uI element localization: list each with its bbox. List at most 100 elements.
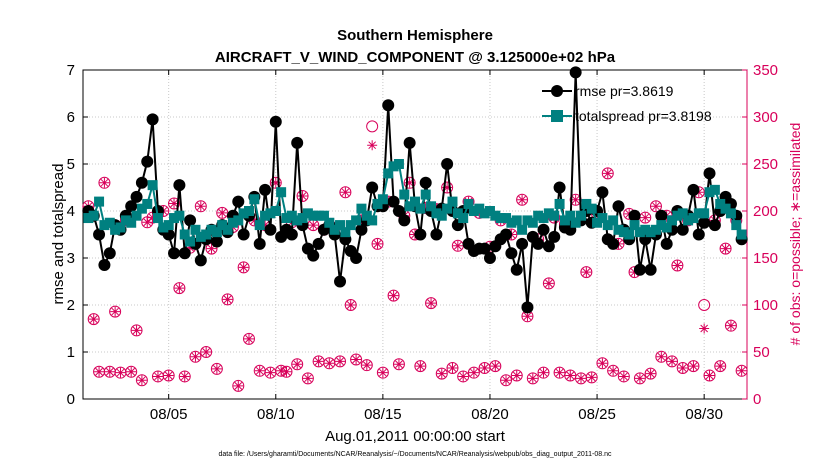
obs-possible-marker [666, 355, 679, 368]
obs-assimilated-marker [190, 351, 201, 362]
totalspread-point [147, 180, 158, 191]
obs-assimilated-marker [458, 371, 469, 382]
obs-assimilated-marker [501, 375, 512, 386]
totalspread-point [377, 194, 388, 205]
legend-rmse-label: rmse pr=3.8619 [575, 83, 674, 99]
y2-axis-label: # of obs: o=possible; ∗=assimilated [787, 123, 803, 346]
obs-assimilated-marker [131, 325, 142, 336]
rmse-point [612, 200, 625, 213]
obs-possible-marker [125, 365, 138, 378]
totalspread-point [608, 215, 619, 226]
obs-assimilated-marker [650, 201, 661, 212]
obs-assimilated-marker [104, 366, 115, 377]
rmse-point [194, 254, 207, 267]
obs-possible-marker [617, 370, 630, 383]
obs-assimilated-marker [179, 371, 190, 382]
totalspread-point [104, 217, 115, 228]
obs-assimilated-marker [570, 194, 581, 205]
y2-tick-label: 100 [753, 297, 778, 314]
rmse-point [692, 228, 705, 241]
rmse-point [184, 214, 197, 227]
obs-assimilated-marker [115, 367, 126, 378]
obs-possible-marker [403, 176, 416, 189]
totalspread-point [661, 222, 672, 233]
obs-assimilated-marker [704, 370, 715, 381]
totalspread-point [302, 208, 313, 219]
totalspread-point [276, 187, 287, 198]
totalspread-point [533, 210, 544, 221]
totalspread-point [383, 168, 394, 179]
obs-assimilated-marker [393, 359, 404, 370]
rmse-point [366, 181, 379, 194]
obs-possible-marker [526, 372, 539, 385]
rmse-point [607, 237, 620, 250]
obs-possible-marker [387, 289, 400, 302]
totalspread-point [468, 206, 479, 216]
x-axis-label: Aug.01,2011 00:00:00 start [325, 428, 506, 445]
obs-assimilated-marker [415, 361, 426, 372]
rmse-point [698, 216, 711, 229]
rmse-point [210, 235, 223, 248]
obs-assimilated-marker [640, 212, 651, 223]
rmse-point [633, 263, 646, 276]
totalspread-point [474, 203, 485, 214]
obs-possible-marker [457, 370, 470, 383]
rmse-point [264, 223, 277, 236]
axes: 08/05 08/10 08/15 08/20 08/25 08/30 0 1 2 3 4 5 6 7 0 5… [67, 62, 778, 423]
obs-possible-marker [371, 237, 384, 250]
obs-assimilated-marker [688, 361, 699, 372]
totalspread-point [185, 236, 196, 247]
obs-assimilated-marker [656, 351, 667, 362]
obs-assimilated-marker [517, 194, 528, 205]
obs-assimilated-marker [677, 362, 688, 373]
obs-possible-marker [221, 293, 234, 306]
obs-assimilated-marker [672, 260, 683, 271]
totalspread-point [442, 203, 453, 214]
rmse-point [542, 240, 555, 253]
obs-assimilated-marker [554, 367, 565, 378]
x-tick-label: 08/15 [364, 406, 402, 423]
obs-possible-marker [687, 360, 700, 373]
totalspread-point [538, 213, 549, 224]
totalspread-point [576, 210, 586, 221]
rmse-point [676, 223, 689, 236]
rmse-point [355, 223, 368, 236]
obs-assimilated-marker [715, 361, 726, 372]
obs-possible-marker [339, 186, 352, 199]
obs-possible-marker [542, 277, 555, 290]
totalspread-point [420, 189, 431, 200]
obs-possible-marker [446, 361, 459, 374]
obs-assimilated-marker [527, 373, 538, 384]
obs-assimilated-marker [110, 306, 121, 317]
totalspread-point [238, 208, 249, 219]
totalspread-point [217, 220, 228, 231]
obs-possible-marker [360, 359, 373, 372]
totalspread-point [281, 213, 292, 224]
obs-assimilated-marker [351, 354, 362, 365]
totalspread-point [436, 210, 447, 221]
obs-assimilated-marker [618, 371, 629, 382]
totalspread-point [163, 220, 174, 231]
obs-possible-marker [232, 379, 245, 392]
obs-assimilated-marker [479, 362, 490, 373]
totalspread-point [731, 220, 742, 231]
totalspread-point [152, 213, 163, 224]
x-tick-label: 08/25 [578, 406, 616, 423]
obs-assimilated-marker [185, 242, 196, 253]
totalspread-point [340, 227, 351, 238]
obs-possible-marker [585, 371, 598, 384]
rmse-point [350, 252, 363, 264]
obs-possible-marker [334, 355, 347, 368]
obs-assimilated-marker [736, 365, 747, 376]
rmse-point [178, 247, 191, 260]
totalspread-point [174, 210, 185, 221]
rmse-point [259, 183, 272, 196]
rmse-point [500, 228, 513, 241]
totalspread-point [484, 206, 495, 216]
totalspread-point [88, 210, 99, 221]
totalspread-point [195, 231, 206, 242]
totalspread-point [426, 201, 437, 212]
totalspread-point [318, 210, 329, 221]
rmse-point [291, 136, 304, 149]
